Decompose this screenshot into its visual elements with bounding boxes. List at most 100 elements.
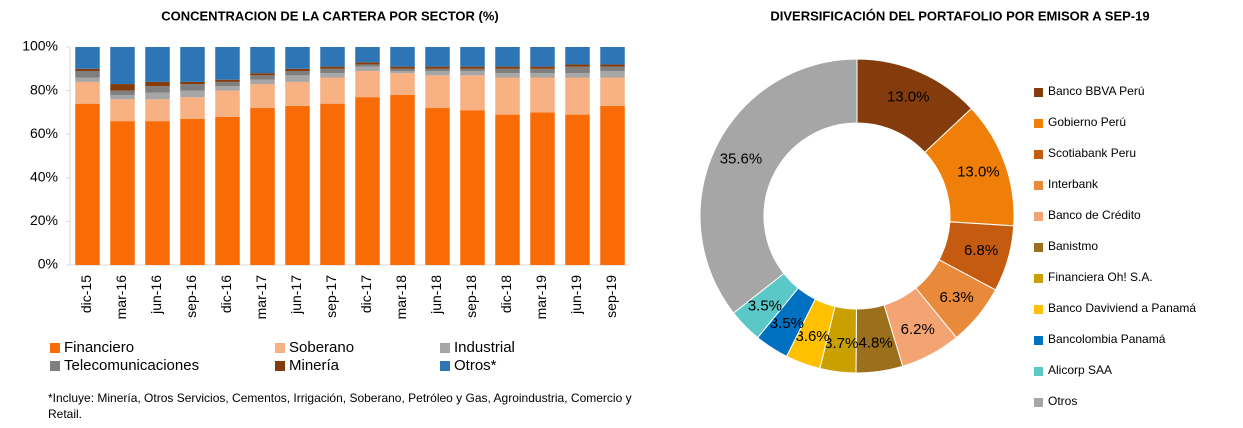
bar-segment — [530, 112, 555, 266]
x-tick-label: sep-19 — [603, 275, 619, 318]
legend-label: Banco Daviviend a Panamá — [1048, 301, 1196, 315]
bar-segment — [355, 70, 380, 98]
bar-segment — [565, 114, 590, 265]
bar-segment — [180, 81, 205, 85]
bar-segment — [425, 68, 450, 71]
bar-segment — [215, 47, 240, 80]
data-label: 4.8% — [858, 335, 892, 352]
donut-slice — [699, 58, 858, 314]
bar-segment — [460, 66, 485, 69]
bar-segment — [425, 70, 450, 76]
x-tick-label: sep-18 — [463, 275, 479, 318]
bar-segment — [600, 70, 625, 78]
data-label: 6.8% — [964, 242, 998, 259]
x-tick-label: sep-16 — [183, 275, 199, 318]
bar-segment — [460, 47, 485, 67]
bar-segment — [75, 77, 100, 82]
data-label: 13.0% — [957, 163, 1000, 180]
bar-segment — [530, 73, 555, 78]
legend-label: Industrial — [454, 339, 515, 356]
legend-swatch — [275, 343, 285, 353]
bar-segment — [250, 47, 275, 74]
bar-segment — [285, 105, 310, 265]
bar-segment — [285, 81, 310, 106]
bar-segment — [110, 94, 135, 100]
chart-title: DIVERSIFICACIÓN DEL PORTAFOLIO POR EMISO… — [770, 8, 1149, 23]
bar-segment — [110, 99, 135, 122]
bar-segment — [320, 68, 345, 74]
legend-label: Banistmo — [1048, 239, 1098, 253]
bar-segment — [145, 47, 170, 82]
x-tick-label: dic-15 — [78, 275, 94, 313]
bar-segment — [110, 84, 135, 91]
bar-segment — [355, 66, 380, 71]
data-label: 3.6% — [795, 328, 829, 345]
bar-segment — [250, 84, 275, 109]
bar-segment — [390, 70, 415, 74]
bar-segment — [145, 121, 170, 266]
bar-segment — [425, 47, 450, 67]
data-label: 3.5% — [748, 297, 782, 314]
bar-segment — [250, 73, 275, 76]
data-label: 6.3% — [940, 289, 974, 306]
bar-segment — [495, 68, 520, 74]
bar-segment — [530, 68, 555, 74]
legend-swatch — [1034, 274, 1043, 283]
bar-segment — [250, 108, 275, 265]
bar-segment — [285, 70, 310, 76]
legend-label: Alicorp SAA — [1048, 363, 1112, 377]
legend-label: Interbank — [1048, 177, 1099, 191]
bar-segment — [495, 73, 520, 78]
bar-segment — [320, 103, 345, 266]
bar-segment — [75, 70, 100, 78]
y-tick-label: 40% — [30, 169, 58, 185]
bar-segment — [355, 47, 380, 63]
bar-segment — [180, 47, 205, 82]
y-tick-label: 0% — [38, 256, 58, 272]
data-label: 6.2% — [901, 321, 935, 338]
bar-segment — [565, 66, 590, 74]
data-label: 35.6% — [720, 151, 763, 168]
bar-segment — [355, 97, 380, 265]
bar-segment — [565, 47, 590, 65]
legend-swatch — [1034, 119, 1043, 128]
bar-segment — [530, 77, 555, 113]
bar-segment — [600, 105, 625, 265]
bar-segment — [180, 97, 205, 119]
bar-segment — [75, 47, 100, 69]
bar-segment — [495, 66, 520, 69]
bar-segment — [285, 75, 310, 82]
chart-title: CONCENTRACION DE LA CARTERA POR SECTOR (… — [161, 8, 499, 23]
legend-swatch — [440, 343, 450, 353]
bar-segment — [145, 99, 170, 122]
bar-segment — [110, 90, 135, 95]
bar-segment — [600, 66, 625, 71]
legend-label: Otros — [1048, 394, 1077, 408]
legend-swatch — [1034, 181, 1043, 190]
legend-swatch — [1034, 398, 1043, 407]
bar-segment — [390, 73, 415, 95]
bar-segment — [285, 47, 310, 69]
x-tick-label: mar-17 — [253, 275, 269, 320]
legend-label: Financiera Oh! S.A. — [1048, 270, 1153, 284]
legend-label: Banco BBVA Perú — [1048, 84, 1145, 98]
bar-segment — [145, 92, 170, 100]
y-tick-label: 60% — [30, 125, 58, 141]
bar-segment — [565, 73, 590, 78]
bar-segment — [495, 114, 520, 265]
data-label: 3.7% — [824, 335, 858, 352]
bar-segment — [180, 118, 205, 265]
x-tick-label: dic-16 — [218, 275, 234, 313]
bar-segment — [145, 81, 170, 87]
legend-label: Minería — [289, 357, 340, 374]
bar-segment — [495, 47, 520, 67]
legend-swatch — [1034, 150, 1043, 159]
legend-swatch — [275, 361, 285, 371]
bar-segment — [425, 75, 450, 109]
bar-segment — [565, 64, 590, 67]
data-label: 13.0% — [887, 89, 930, 106]
bar-segment — [390, 47, 415, 67]
bar-segment — [390, 66, 415, 69]
bar-segment — [75, 81, 100, 104]
